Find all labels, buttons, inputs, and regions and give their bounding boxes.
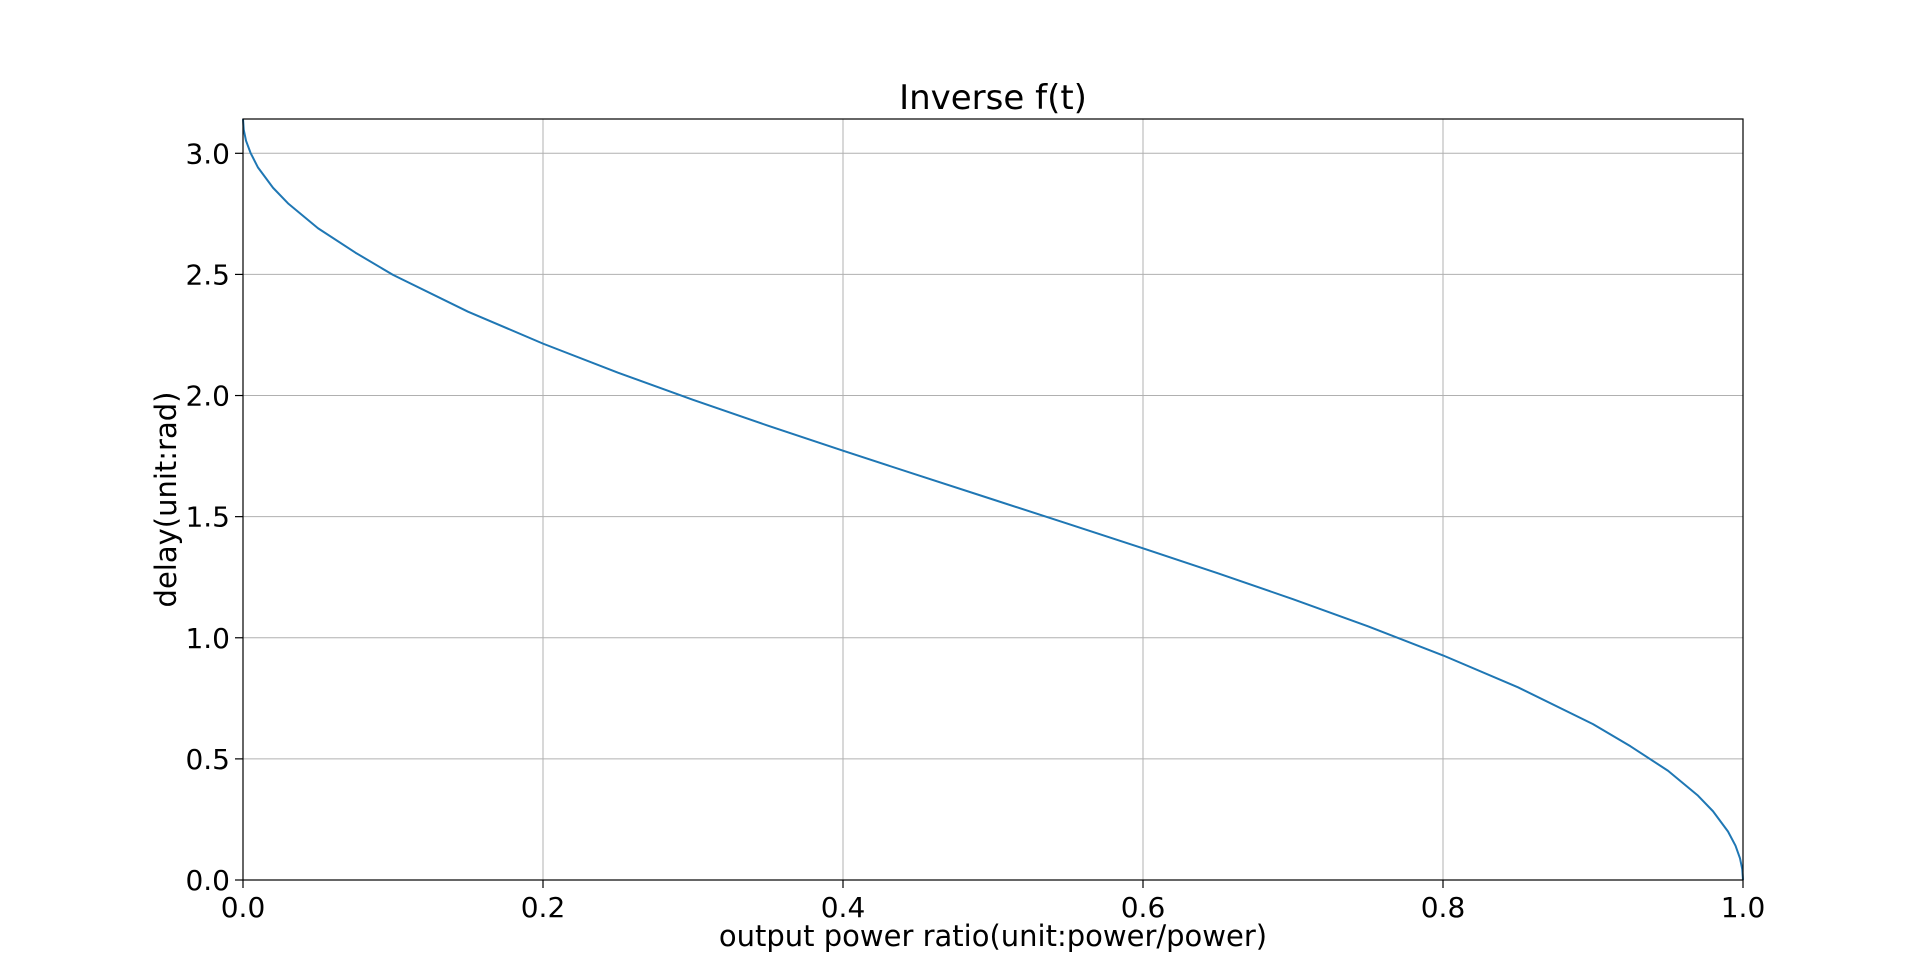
chart-title: Inverse f(t) <box>899 78 1087 118</box>
y-tick-label: 2.5 <box>185 258 230 291</box>
x-tick-label: 0.8 <box>1421 891 1466 924</box>
y-axis-ticks: 0.0 0.5 1.0 1.5 2.0 2.5 3.0 <box>185 137 243 897</box>
x-tick-label: 0.6 <box>1121 891 1166 924</box>
x-tick-label: 1.0 <box>1721 891 1766 924</box>
x-tick-label: 0.2 <box>521 891 566 924</box>
y-axis-label: delay(unit:rad) <box>149 392 183 608</box>
x-axis-ticks: 0.0 0.2 0.4 0.6 0.8 1.0 <box>221 880 1766 924</box>
y-tick-label: 2.0 <box>185 380 230 413</box>
y-tick-label: 1.5 <box>185 501 230 534</box>
series-layer <box>242 118 1744 881</box>
x-tick-label: 0.4 <box>821 891 866 924</box>
plot-frame <box>242 118 1744 881</box>
y-tick-label: 0.5 <box>185 743 230 776</box>
x-tick-label: 0.0 <box>221 891 266 924</box>
series-line <box>242 118 1744 881</box>
x-axis-label: output power ratio(unit:power/power) <box>719 919 1267 953</box>
y-tick-label: 0.0 <box>185 864 230 897</box>
y-tick-label: 3.0 <box>185 137 230 170</box>
y-tick-label: 1.0 <box>185 622 230 655</box>
